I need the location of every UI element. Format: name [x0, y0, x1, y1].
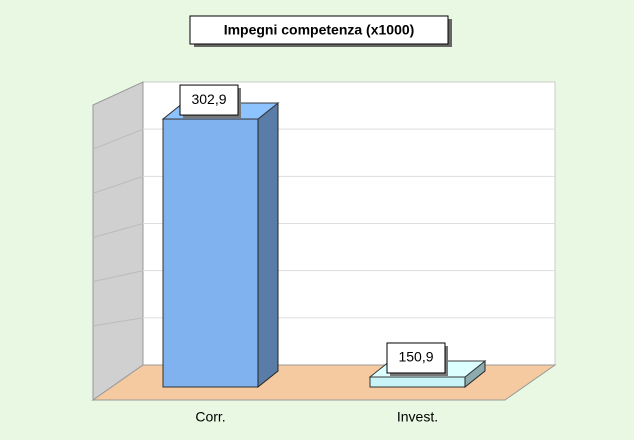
- bars: [161, 102, 487, 389]
- grid-line: [92, 223, 144, 238]
- bar: [161, 102, 280, 389]
- x-tick-label: Invest.: [397, 409, 438, 425]
- bar-side: [257, 102, 279, 389]
- value-label: 302,9: [191, 91, 226, 107]
- grid-line: [92, 128, 144, 150]
- floor: [91, 364, 557, 401]
- value-label: 150,9: [398, 349, 433, 365]
- grid-line: [92, 270, 144, 283]
- value-label-box: [179, 84, 239, 116]
- title-box: [189, 15, 449, 45]
- side-wall: [92, 81, 144, 401]
- grid-line: [92, 317, 144, 327]
- grid-line: [92, 175, 144, 194]
- bar-front: [369, 376, 466, 388]
- value-label-box: [386, 342, 446, 374]
- x-tick-label: Corr.: [195, 409, 225, 425]
- chart-title: Impegni competenza (x1000): [224, 22, 415, 38]
- bar-front: [162, 118, 259, 388]
